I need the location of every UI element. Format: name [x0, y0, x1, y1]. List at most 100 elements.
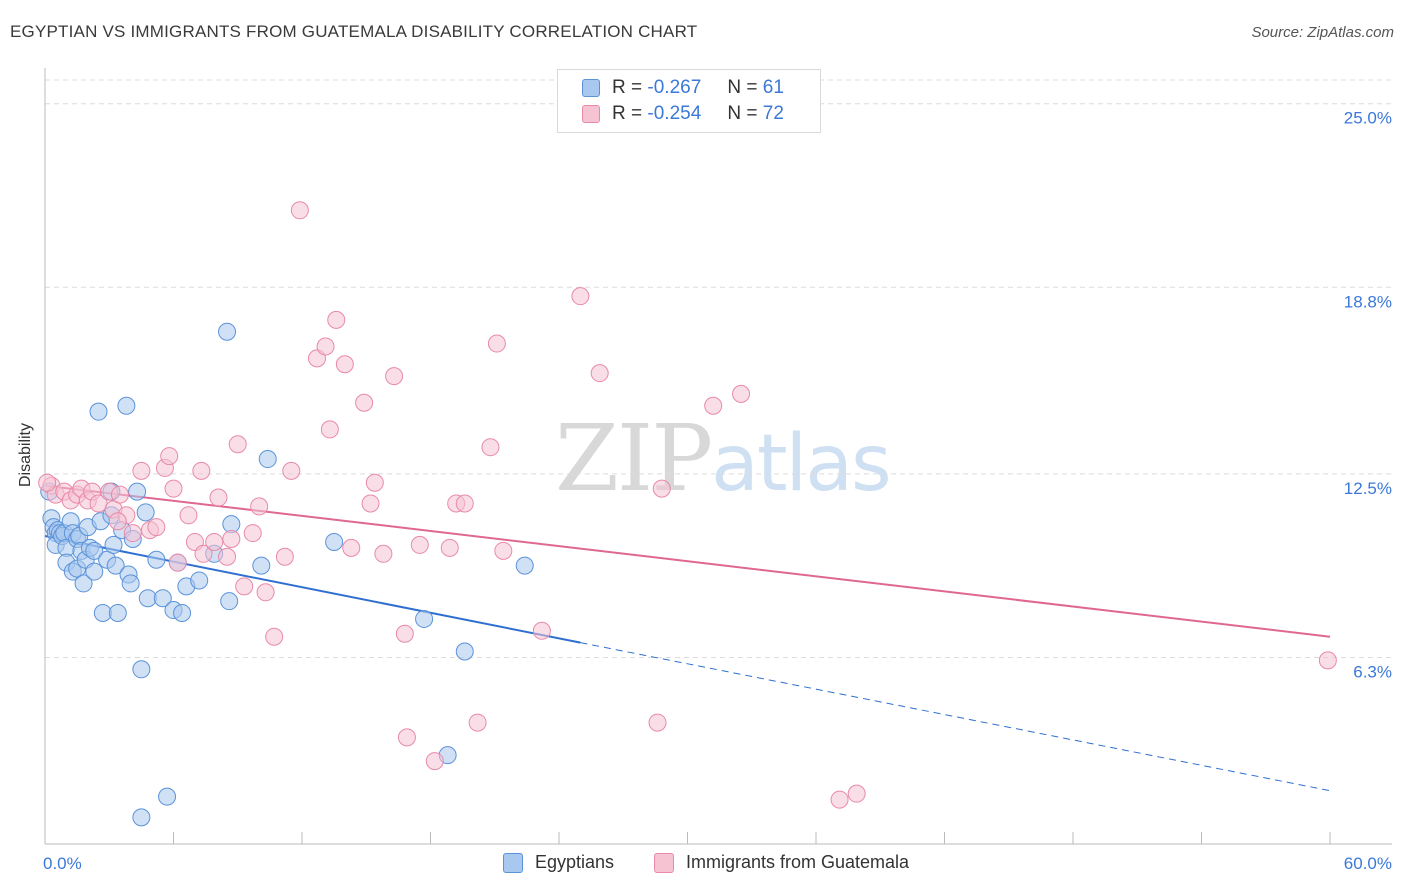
egyptian-point — [220, 592, 239, 611]
guatemala-point — [250, 497, 269, 516]
guatemala-point — [179, 506, 198, 525]
guatemala-point — [425, 752, 444, 771]
egyptian-point — [138, 589, 157, 608]
guatemala-point — [335, 355, 354, 374]
legend-n-value: 72 — [762, 103, 784, 124]
guatemala-point — [385, 367, 404, 386]
guatemala-point — [222, 529, 241, 548]
egyptian-point — [515, 556, 534, 575]
guatemala-point — [108, 512, 127, 531]
guatemala-point — [365, 473, 384, 492]
guatemala-point — [192, 461, 211, 480]
egyptian-point — [252, 556, 271, 575]
legend-n-value: 61 — [762, 77, 784, 98]
trend-lines — [44, 484, 1331, 792]
grid-lines — [45, 79, 1392, 658]
egyptian-point — [108, 604, 127, 623]
legend-row-guatemala: R = -0.254 N = 72 — [582, 102, 784, 126]
guatemala-point — [704, 396, 723, 415]
guatemala-point — [205, 532, 224, 551]
watermark-atlas: atlas — [711, 419, 891, 509]
guatemala-point — [468, 713, 487, 732]
guatemala-point — [265, 627, 284, 646]
egyptian-point — [147, 550, 166, 569]
egyptian-point — [128, 482, 147, 501]
egyptian-point — [190, 571, 209, 590]
guatemala-point — [410, 535, 429, 554]
guatemala-point — [652, 479, 671, 498]
y-tick-label: 18.8% — [1344, 292, 1392, 311]
guatemala-point — [487, 334, 506, 353]
guatemala-point — [455, 494, 474, 513]
egyptian-point — [85, 541, 104, 560]
guatemala-point — [1318, 651, 1337, 670]
guatemala-point — [355, 393, 374, 412]
guatemala-point — [847, 784, 866, 803]
guatemala-point — [342, 538, 361, 557]
guatemala-point — [147, 518, 166, 537]
legend-item-guatemala[interactable]: Immigrants from Guatemala — [654, 852, 909, 873]
egyptian-point — [218, 322, 237, 341]
egyptian-point — [104, 535, 123, 554]
egyptian-point — [258, 450, 277, 469]
legend-r-label: R = — [612, 103, 643, 124]
guatemala-point — [38, 473, 57, 492]
egyptian-point — [117, 396, 136, 415]
legend-swatch-blue — [503, 852, 523, 873]
correlation-legend: R = -0.267 N = 61 R = -0.254 N = 72 — [557, 69, 821, 133]
egyptian-point — [136, 503, 155, 522]
egyptian-point — [153, 589, 172, 608]
data-points — [38, 201, 1337, 827]
series-legend: Egyptians Immigrants from Guatemala — [0, 852, 1406, 878]
chart-title: EGYPTIAN VS IMMIGRANTS FROM GUATEMALA DI… — [10, 22, 698, 41]
guatemala-point — [532, 621, 551, 640]
legend-n-label: N = — [727, 77, 758, 98]
guatemala-trend-line — [44, 484, 1331, 638]
x-tick-label: 0.0% — [43, 854, 82, 873]
guatemala-point — [440, 538, 459, 557]
guatemala-point — [320, 420, 339, 439]
guatemala-point — [397, 728, 416, 747]
guatemala-point — [830, 790, 849, 809]
guatemala-point — [282, 461, 301, 480]
egyptian-point — [132, 808, 151, 827]
guatemala-point — [132, 461, 151, 480]
legend-item-egyptians[interactable]: Egyptians — [503, 852, 614, 873]
guatemala-point — [228, 435, 247, 454]
legend-swatch-blue — [582, 79, 600, 97]
egyptian-point — [455, 642, 474, 661]
egyptian-point — [415, 609, 434, 628]
guatemala-point — [395, 624, 414, 643]
egyptian-point — [89, 402, 108, 421]
guatemala-point — [571, 287, 590, 306]
egyptian-point — [93, 604, 112, 623]
guatemala-point — [209, 488, 228, 507]
watermark: ZIPatlas — [555, 405, 892, 512]
egyptian-point — [325, 532, 344, 551]
legend-swatch-pink — [582, 105, 600, 123]
guatemala-point — [494, 541, 513, 560]
legend-r-value: -0.267 — [647, 77, 702, 98]
guatemala-point — [164, 479, 183, 498]
egyptian-point — [121, 574, 140, 593]
guatemala-point — [110, 485, 129, 504]
guatemala-point — [123, 524, 142, 543]
legend-n-label: N = — [727, 103, 758, 124]
source-label: Source: ZipAtlas.com — [1251, 24, 1394, 41]
watermark-zip: ZIP — [555, 405, 713, 512]
guatemala-point — [194, 544, 213, 563]
legend-row-egyptians: R = -0.267 N = 61 — [582, 76, 784, 100]
egyptian-point — [74, 574, 93, 593]
guatemala-point — [316, 337, 335, 356]
guatemala-point — [218, 547, 237, 566]
egyptian-trend-line — [44, 535, 581, 644]
legend-label-guatemala: Immigrants from Guatemala — [686, 852, 910, 872]
y-tick-label: 25.0% — [1344, 109, 1392, 128]
guatemala-point — [235, 577, 254, 596]
y-tick-label: 12.5% — [1344, 479, 1392, 498]
egyptian-point — [132, 660, 151, 679]
guatemala-point — [160, 447, 179, 466]
egyptian-trend-extension — [580, 642, 1331, 792]
guatemala-point — [327, 310, 346, 329]
